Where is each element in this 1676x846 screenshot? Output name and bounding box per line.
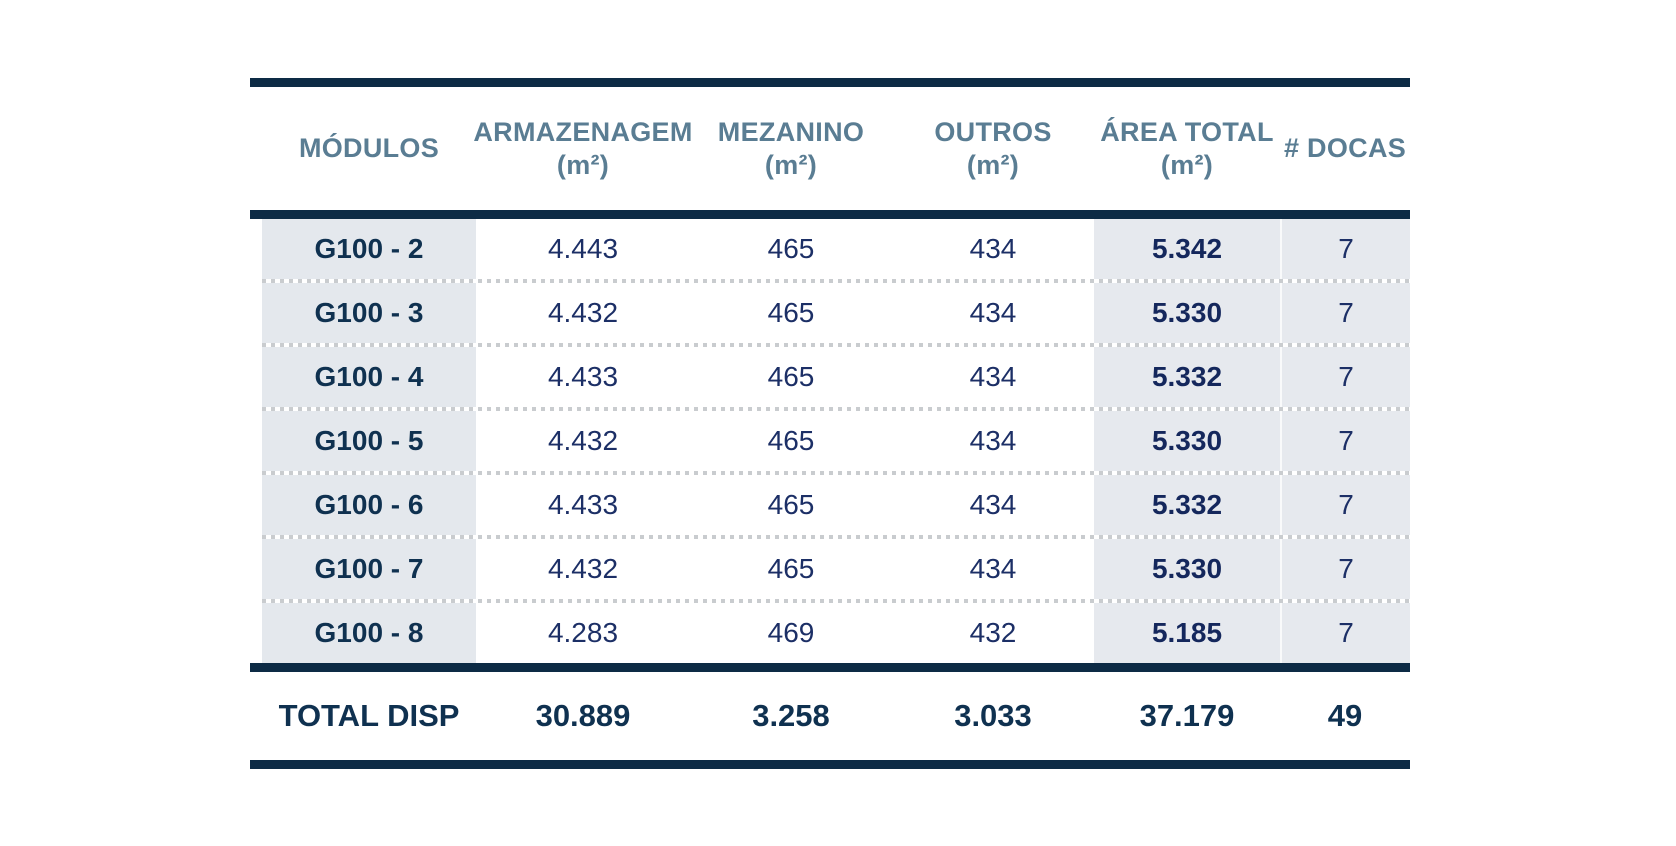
- armazenagem-cell: 4.432: [547, 297, 619, 328]
- table-row-g100-6: G100 - 6 4.433 465 434 5.332 7: [250, 475, 1410, 535]
- header-separator-border: [250, 210, 1410, 219]
- table-bottom-border: [250, 760, 1410, 769]
- table-row-g100-7: G100 - 7 4.432 465 434 5.330 7: [250, 539, 1410, 599]
- outros-cell: 434: [969, 553, 1017, 584]
- outros-cell: 432: [969, 617, 1017, 648]
- armazenagem-cell: 4.432: [547, 553, 619, 584]
- outros-cell: 434: [969, 425, 1017, 456]
- module-cell: G100 - 5: [262, 411, 476, 471]
- armazenagem-cell: 4.283: [547, 617, 619, 648]
- column-header-label: ARMAZENAGEM: [473, 116, 693, 147]
- docas-cell: 7: [1280, 475, 1410, 535]
- mezanino-cell: 469: [767, 617, 815, 648]
- docas-cell: 7: [1280, 347, 1410, 407]
- row-separator: [262, 535, 1410, 539]
- column-header-docas: # DOCAS: [1280, 87, 1410, 210]
- armazenagem-cell: 4.443: [547, 233, 619, 264]
- area-total-cell: 5.332: [1094, 347, 1280, 407]
- module-cell: G100 - 3: [262, 283, 476, 343]
- area-total-cell: 5.185: [1094, 603, 1280, 663]
- column-header-label: MEZANINO: [717, 116, 865, 147]
- column-header-modulos: MÓDULOS: [262, 87, 476, 210]
- total-armazenagem: 30.889: [535, 698, 631, 733]
- column-header-label: # DOCAS: [1283, 133, 1407, 163]
- docas-cell: 7: [1280, 219, 1410, 279]
- area-total-cell: 5.330: [1094, 539, 1280, 599]
- modules-area-table: MÓDULOS ARMAZENAGEM (m²) MEZANINO (m²) O…: [250, 78, 1410, 769]
- table-top-border: [250, 78, 1410, 87]
- column-header-outros: OUTROS (m²): [892, 87, 1094, 210]
- column-header-label: MÓDULOS: [298, 133, 440, 163]
- column-header-unit: (m²): [764, 149, 818, 180]
- column-header-armazenagem: ARMAZENAGEM (m²): [473, 87, 693, 210]
- mezanino-cell: 465: [767, 489, 815, 520]
- total-area-total: 37.179: [1139, 698, 1235, 733]
- row-separator: [262, 407, 1410, 411]
- table-row-g100-2: G100 - 2 4.443 465 434 5.342 7: [250, 219, 1410, 279]
- total-label: TOTAL DISP: [278, 698, 460, 733]
- area-total-cell: 5.332: [1094, 475, 1280, 535]
- row-separator: [262, 599, 1410, 603]
- table-header-row: MÓDULOS ARMAZENAGEM (m²) MEZANINO (m²) O…: [250, 87, 1410, 210]
- armazenagem-cell: 4.433: [547, 361, 619, 392]
- column-header-unit: (m²): [556, 149, 610, 180]
- row-separator: [262, 471, 1410, 475]
- docas-cell: 7: [1280, 411, 1410, 471]
- module-cell: G100 - 4: [262, 347, 476, 407]
- column-header-label: OUTROS: [934, 116, 1052, 147]
- row-separator: [262, 343, 1410, 347]
- table-body: G100 - 2 4.443 465 434 5.342 7 G100 - 3 …: [250, 219, 1410, 663]
- table-row-g100-3: G100 - 3 4.432 465 434 5.330 7: [250, 283, 1410, 343]
- area-total-cell: 5.330: [1094, 411, 1280, 471]
- docas-cell: 7: [1280, 283, 1410, 343]
- outros-cell: 434: [969, 489, 1017, 520]
- total-docas: 49: [1327, 698, 1363, 733]
- column-header-mezanino: MEZANINO (m²): [690, 87, 892, 210]
- module-cell: G100 - 7: [262, 539, 476, 599]
- area-total-cell: 5.342: [1094, 219, 1280, 279]
- table-row-g100-8: G100 - 8 4.283 469 432 5.185 7: [250, 603, 1410, 663]
- total-separator-border: [250, 663, 1410, 672]
- mezanino-cell: 465: [767, 233, 815, 264]
- column-header-label: ÁREA TOTAL: [1100, 116, 1274, 147]
- outros-cell: 434: [969, 297, 1017, 328]
- total-mezanino: 3.258: [752, 698, 830, 733]
- armazenagem-cell: 4.433: [547, 489, 619, 520]
- table-total-row: TOTAL DISP 30.889 3.258 3.033 37.179 49: [250, 672, 1410, 760]
- row-separator: [262, 279, 1410, 283]
- mezanino-cell: 465: [767, 553, 815, 584]
- module-cell: G100 - 6: [262, 475, 476, 535]
- armazenagem-cell: 4.432: [547, 425, 619, 456]
- area-total-cell: 5.330: [1094, 283, 1280, 343]
- column-header-unit: (m²): [966, 149, 1020, 180]
- mezanino-cell: 465: [767, 361, 815, 392]
- docas-cell: 7: [1280, 539, 1410, 599]
- table-row-g100-4: G100 - 4 4.433 465 434 5.332 7: [250, 347, 1410, 407]
- table-row-g100-5: G100 - 5 4.432 465 434 5.330 7: [250, 411, 1410, 471]
- outros-cell: 434: [969, 233, 1017, 264]
- module-cell: G100 - 2: [262, 219, 476, 279]
- column-header-unit: (m²): [1160, 149, 1214, 180]
- outros-cell: 434: [969, 361, 1017, 392]
- column-header-area-total: ÁREA TOTAL (m²): [1094, 87, 1280, 210]
- module-cell: G100 - 8: [262, 603, 476, 663]
- mezanino-cell: 465: [767, 425, 815, 456]
- total-outros: 3.033: [954, 698, 1032, 733]
- mezanino-cell: 465: [767, 297, 815, 328]
- docas-cell: 7: [1280, 603, 1410, 663]
